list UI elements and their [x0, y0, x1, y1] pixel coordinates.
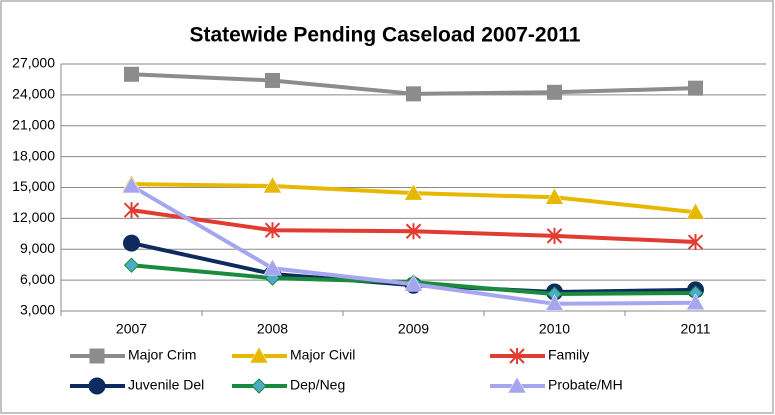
marker	[405, 223, 422, 240]
legend-label: Major Crim	[128, 347, 196, 363]
y-tick-label: 15,000	[12, 178, 55, 194]
x-tick-label: 2007	[116, 321, 147, 337]
y-tick-label: 12,000	[12, 209, 55, 225]
marker	[545, 187, 564, 205]
y-tick-label: 9,000	[20, 240, 55, 256]
legend-label: Major Civil	[290, 347, 355, 363]
marker	[89, 348, 105, 364]
chart-title: Statewide Pending Caseload 2007-2011	[189, 24, 580, 47]
marker	[687, 234, 704, 251]
y-tick-label: 18,000	[12, 147, 55, 163]
marker	[545, 294, 564, 312]
marker	[88, 377, 106, 395]
marker	[404, 274, 423, 292]
marker	[251, 378, 267, 394]
marker	[123, 202, 140, 219]
marker	[263, 258, 282, 276]
marker	[123, 257, 140, 273]
marker	[122, 176, 141, 194]
y-tick-label: 3,000	[20, 302, 55, 318]
legend-label: Dep/Neg	[290, 377, 345, 393]
marker	[404, 183, 423, 201]
marker	[406, 86, 421, 102]
legend-label: Family	[548, 347, 589, 363]
legend-label: Juvenile Del	[128, 377, 204, 393]
marker	[546, 227, 563, 244]
y-tick-label: 21,000	[12, 116, 55, 132]
x-tick-label: 2011	[680, 321, 710, 337]
marker	[547, 84, 562, 100]
marker	[686, 202, 705, 220]
x-tick-label: 2008	[257, 321, 288, 337]
x-tick-label: 2010	[539, 321, 570, 337]
y-tick-label: 27,000	[12, 55, 55, 71]
marker	[688, 80, 703, 96]
marker	[265, 72, 280, 88]
y-tick-label: 6,000	[20, 271, 55, 287]
marker	[249, 346, 269, 364]
marker	[124, 66, 139, 82]
marker	[263, 176, 282, 194]
marker	[264, 222, 281, 239]
marker	[123, 234, 140, 252]
marker	[509, 348, 525, 364]
marker	[686, 293, 705, 311]
y-tick-label: 24,000	[12, 86, 55, 102]
x-tick-label: 2009	[398, 321, 429, 337]
marker	[507, 376, 527, 394]
legend-label: Probate/MH	[548, 377, 623, 393]
